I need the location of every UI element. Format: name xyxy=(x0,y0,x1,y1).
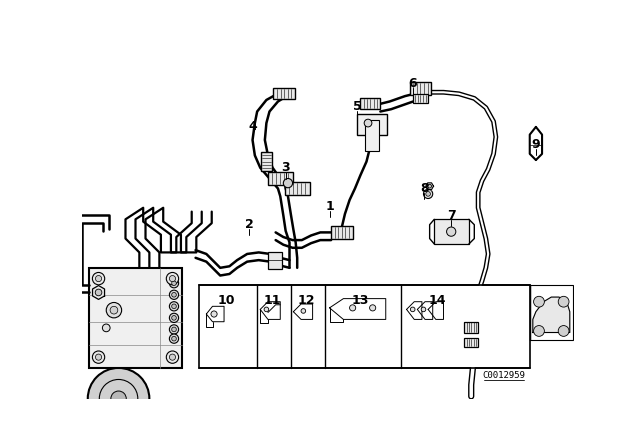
Bar xyxy=(198,285,530,368)
Circle shape xyxy=(172,315,176,320)
Circle shape xyxy=(424,189,433,198)
Bar xyxy=(268,252,282,269)
Text: 5: 5 xyxy=(353,99,362,112)
Polygon shape xyxy=(426,183,433,190)
Text: 9: 9 xyxy=(532,138,540,151)
Circle shape xyxy=(410,307,415,312)
Circle shape xyxy=(369,305,376,311)
Circle shape xyxy=(447,227,456,236)
Text: 14: 14 xyxy=(429,294,446,307)
Text: 7: 7 xyxy=(447,209,456,222)
Circle shape xyxy=(211,311,217,317)
Circle shape xyxy=(264,307,269,312)
Circle shape xyxy=(102,324,110,332)
Text: 12: 12 xyxy=(298,294,315,307)
Circle shape xyxy=(170,279,179,288)
Bar xyxy=(90,268,182,368)
Circle shape xyxy=(170,276,175,282)
Bar xyxy=(268,172,292,185)
Circle shape xyxy=(558,296,569,307)
Circle shape xyxy=(170,354,175,360)
Circle shape xyxy=(170,325,179,334)
Circle shape xyxy=(534,326,545,336)
Polygon shape xyxy=(533,297,570,332)
Circle shape xyxy=(170,302,179,311)
Circle shape xyxy=(301,309,306,313)
Bar xyxy=(410,82,431,95)
Text: 3: 3 xyxy=(282,161,290,174)
Circle shape xyxy=(284,178,292,188)
Bar xyxy=(464,338,478,347)
Text: 1: 1 xyxy=(325,200,334,213)
Bar xyxy=(413,94,428,103)
Circle shape xyxy=(111,391,126,406)
Circle shape xyxy=(88,368,149,430)
Circle shape xyxy=(428,185,431,188)
Circle shape xyxy=(172,336,176,341)
Text: 4: 4 xyxy=(248,121,257,134)
Circle shape xyxy=(349,305,356,311)
Circle shape xyxy=(95,289,102,296)
Circle shape xyxy=(172,327,176,332)
Text: C0012959: C0012959 xyxy=(482,371,525,380)
Bar xyxy=(365,120,379,151)
Text: 11: 11 xyxy=(264,294,282,307)
Circle shape xyxy=(172,293,176,297)
Circle shape xyxy=(92,272,105,285)
Text: 2: 2 xyxy=(245,218,254,231)
Bar xyxy=(273,88,295,99)
Circle shape xyxy=(110,306,118,314)
Bar xyxy=(331,226,353,238)
Bar xyxy=(360,99,380,109)
Circle shape xyxy=(558,326,569,336)
Circle shape xyxy=(170,290,179,299)
Circle shape xyxy=(426,192,431,196)
Text: 13: 13 xyxy=(351,294,369,307)
Bar xyxy=(285,182,310,195)
Bar xyxy=(464,322,478,332)
Circle shape xyxy=(534,296,545,307)
Circle shape xyxy=(166,272,179,285)
Circle shape xyxy=(92,351,105,363)
Circle shape xyxy=(421,307,426,312)
Circle shape xyxy=(95,276,102,282)
Bar xyxy=(530,285,573,340)
Circle shape xyxy=(170,313,179,323)
Text: 8: 8 xyxy=(420,182,429,195)
Bar xyxy=(261,152,272,171)
Circle shape xyxy=(172,281,176,285)
Circle shape xyxy=(166,351,179,363)
Bar xyxy=(357,114,387,135)
Circle shape xyxy=(106,302,122,318)
Text: 6: 6 xyxy=(408,77,417,90)
Circle shape xyxy=(172,304,176,309)
Text: 10: 10 xyxy=(218,294,235,307)
Circle shape xyxy=(95,354,102,360)
Circle shape xyxy=(170,334,179,343)
Bar xyxy=(435,220,469,244)
Polygon shape xyxy=(93,285,104,299)
Circle shape xyxy=(364,119,372,127)
